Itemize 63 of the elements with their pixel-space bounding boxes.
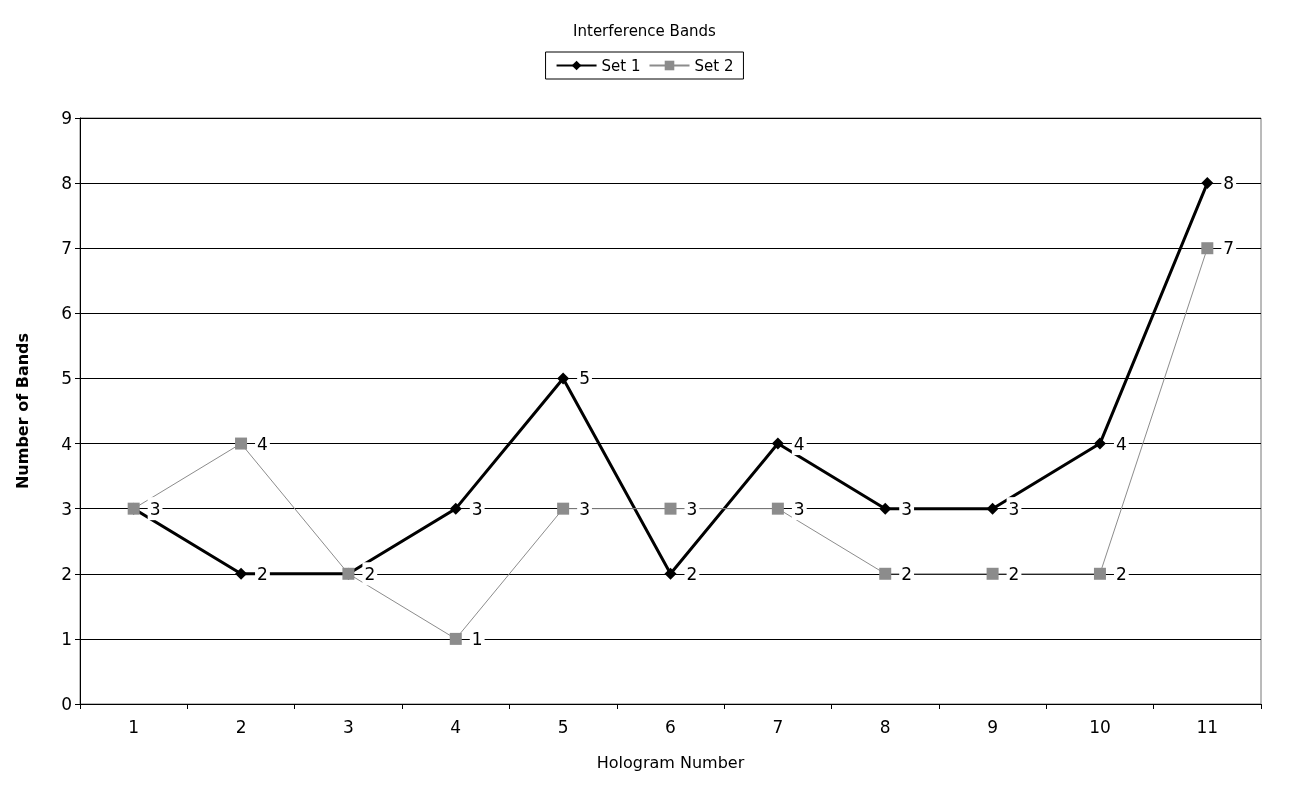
y-tick-label: 4 (61, 433, 72, 454)
data-label: 3 (1008, 498, 1020, 519)
x-axis-title: Hologram Number (596, 752, 745, 772)
data-label: 3 (901, 498, 913, 519)
chart-title: Interference Bands (573, 21, 717, 40)
data-label: 2 (257, 563, 268, 584)
x-tick-label: 6 (665, 716, 676, 737)
x-tick-label: 2 (235, 716, 247, 737)
data-label: 3 (471, 498, 483, 519)
legend-label: Set 2 (694, 56, 734, 75)
data-label: 2 (364, 563, 376, 584)
x-tick-label: 11 (1196, 716, 1219, 737)
y-tick-label: 5 (61, 368, 72, 389)
y-tick-label: 0 (61, 694, 72, 714)
x-tick-label: 1 (128, 716, 140, 737)
data-label: 7 (1223, 238, 1235, 259)
x-tick-label: 3 (343, 716, 354, 737)
data-label: 3 (793, 498, 805, 519)
data-label: 4 (1115, 433, 1127, 454)
y-tick-label: 6 (61, 303, 72, 324)
data-label: 3 (686, 498, 698, 519)
data-label: 4 (257, 433, 268, 454)
x-tick-label: 9 (987, 716, 998, 737)
point (1093, 567, 1106, 580)
x-tick-label: 7 (772, 716, 784, 737)
point (664, 502, 677, 515)
y-tick-label: 3 (61, 498, 72, 519)
y-tick-label: 2 (61, 563, 72, 584)
point (664, 567, 677, 580)
point (1093, 437, 1106, 450)
y-axis-title: Number of Bands (12, 332, 32, 490)
point (235, 437, 248, 450)
data-label: 2 (901, 563, 913, 584)
data-label: 5 (579, 368, 590, 389)
point (879, 502, 892, 515)
y-tick-label: 1 (61, 628, 72, 649)
point (557, 502, 570, 515)
point (879, 567, 892, 580)
point (449, 632, 462, 645)
data-label: 4 (793, 433, 805, 454)
point (449, 502, 462, 515)
x-tick-label: 4 (450, 716, 462, 737)
data-label: 2 (1008, 563, 1020, 584)
x-tick-label: 10 (1089, 716, 1111, 737)
data-label: 1 (471, 628, 483, 649)
data-label: 3 (149, 498, 161, 519)
y-tick-label: 9 (61, 108, 72, 128)
point (986, 567, 999, 580)
point (771, 502, 784, 515)
x-tick-label: 8 (879, 716, 891, 737)
point (1201, 177, 1214, 190)
point (771, 437, 784, 450)
point (557, 372, 570, 385)
point (986, 502, 999, 515)
x-tick-label: 5 (557, 716, 569, 737)
point (1201, 242, 1214, 255)
y-tick-label: 7 (61, 238, 72, 259)
data-label: 3 (579, 498, 590, 519)
data-label: 2 (686, 563, 698, 584)
data-label: 8 (1223, 173, 1235, 194)
legend-label: Set 1 (601, 56, 641, 75)
y-tick-label: 8 (61, 173, 72, 194)
data-label: 2 (1115, 563, 1127, 584)
